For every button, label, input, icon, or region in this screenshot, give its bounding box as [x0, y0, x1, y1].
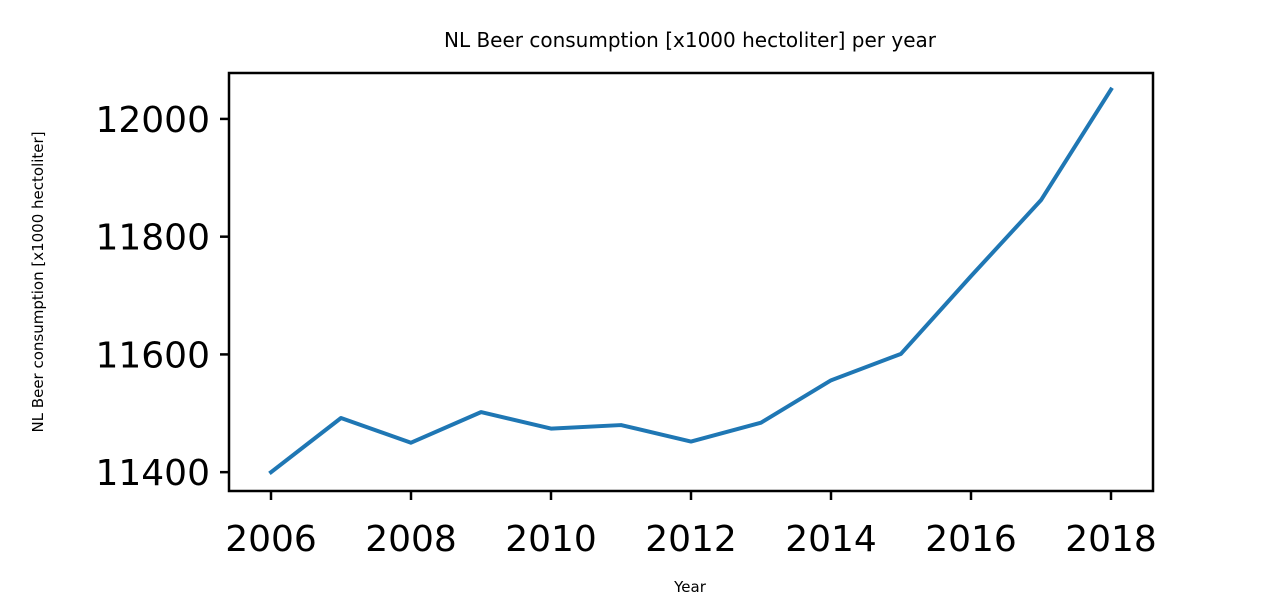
- series-layer: [268, 86, 1114, 475]
- x-tick-label: 2006: [225, 519, 317, 560]
- data-point: [1109, 87, 1113, 91]
- x-axis-label: Year: [673, 578, 707, 596]
- x-tick-label: 2014: [785, 519, 877, 560]
- data-point: [689, 440, 693, 444]
- x-tick-label: 2010: [505, 519, 597, 560]
- data-point: [899, 352, 903, 356]
- x-tick-label: 2008: [365, 519, 457, 560]
- plot-area: [229, 73, 1153, 491]
- y-tick-label: 12000: [95, 100, 210, 141]
- x-tick-label: 2016: [925, 519, 1017, 560]
- y-axis-label: NL Beer consumption [x1000 hectoliter]: [29, 131, 47, 432]
- data-point: [759, 421, 763, 425]
- data-point: [549, 427, 553, 431]
- data-point: [619, 423, 623, 427]
- data-point: [479, 410, 483, 414]
- y-tick-label: 11800: [95, 218, 210, 259]
- y-tick-label: 11600: [95, 335, 210, 376]
- y-tick-label: 11400: [95, 453, 210, 494]
- x-axis: 2006 2008 2010 2012 2014 2016 2018: [225, 491, 1157, 560]
- series-line: [268, 86, 1114, 475]
- plot-frame: [227, 71, 1155, 493]
- data-point: [829, 378, 833, 382]
- data-point: [1039, 198, 1043, 202]
- data-point: [969, 274, 973, 278]
- data-point: [269, 470, 273, 474]
- x-tick-label: 2012: [645, 519, 737, 560]
- chart-title: NL Beer consumption [x1000 hectoliter] p…: [444, 28, 937, 52]
- y-axis: 11400 11600 11800 12000: [95, 100, 229, 494]
- x-tick-label: 2018: [1065, 519, 1157, 560]
- data-point: [409, 441, 413, 445]
- data-point: [339, 416, 343, 420]
